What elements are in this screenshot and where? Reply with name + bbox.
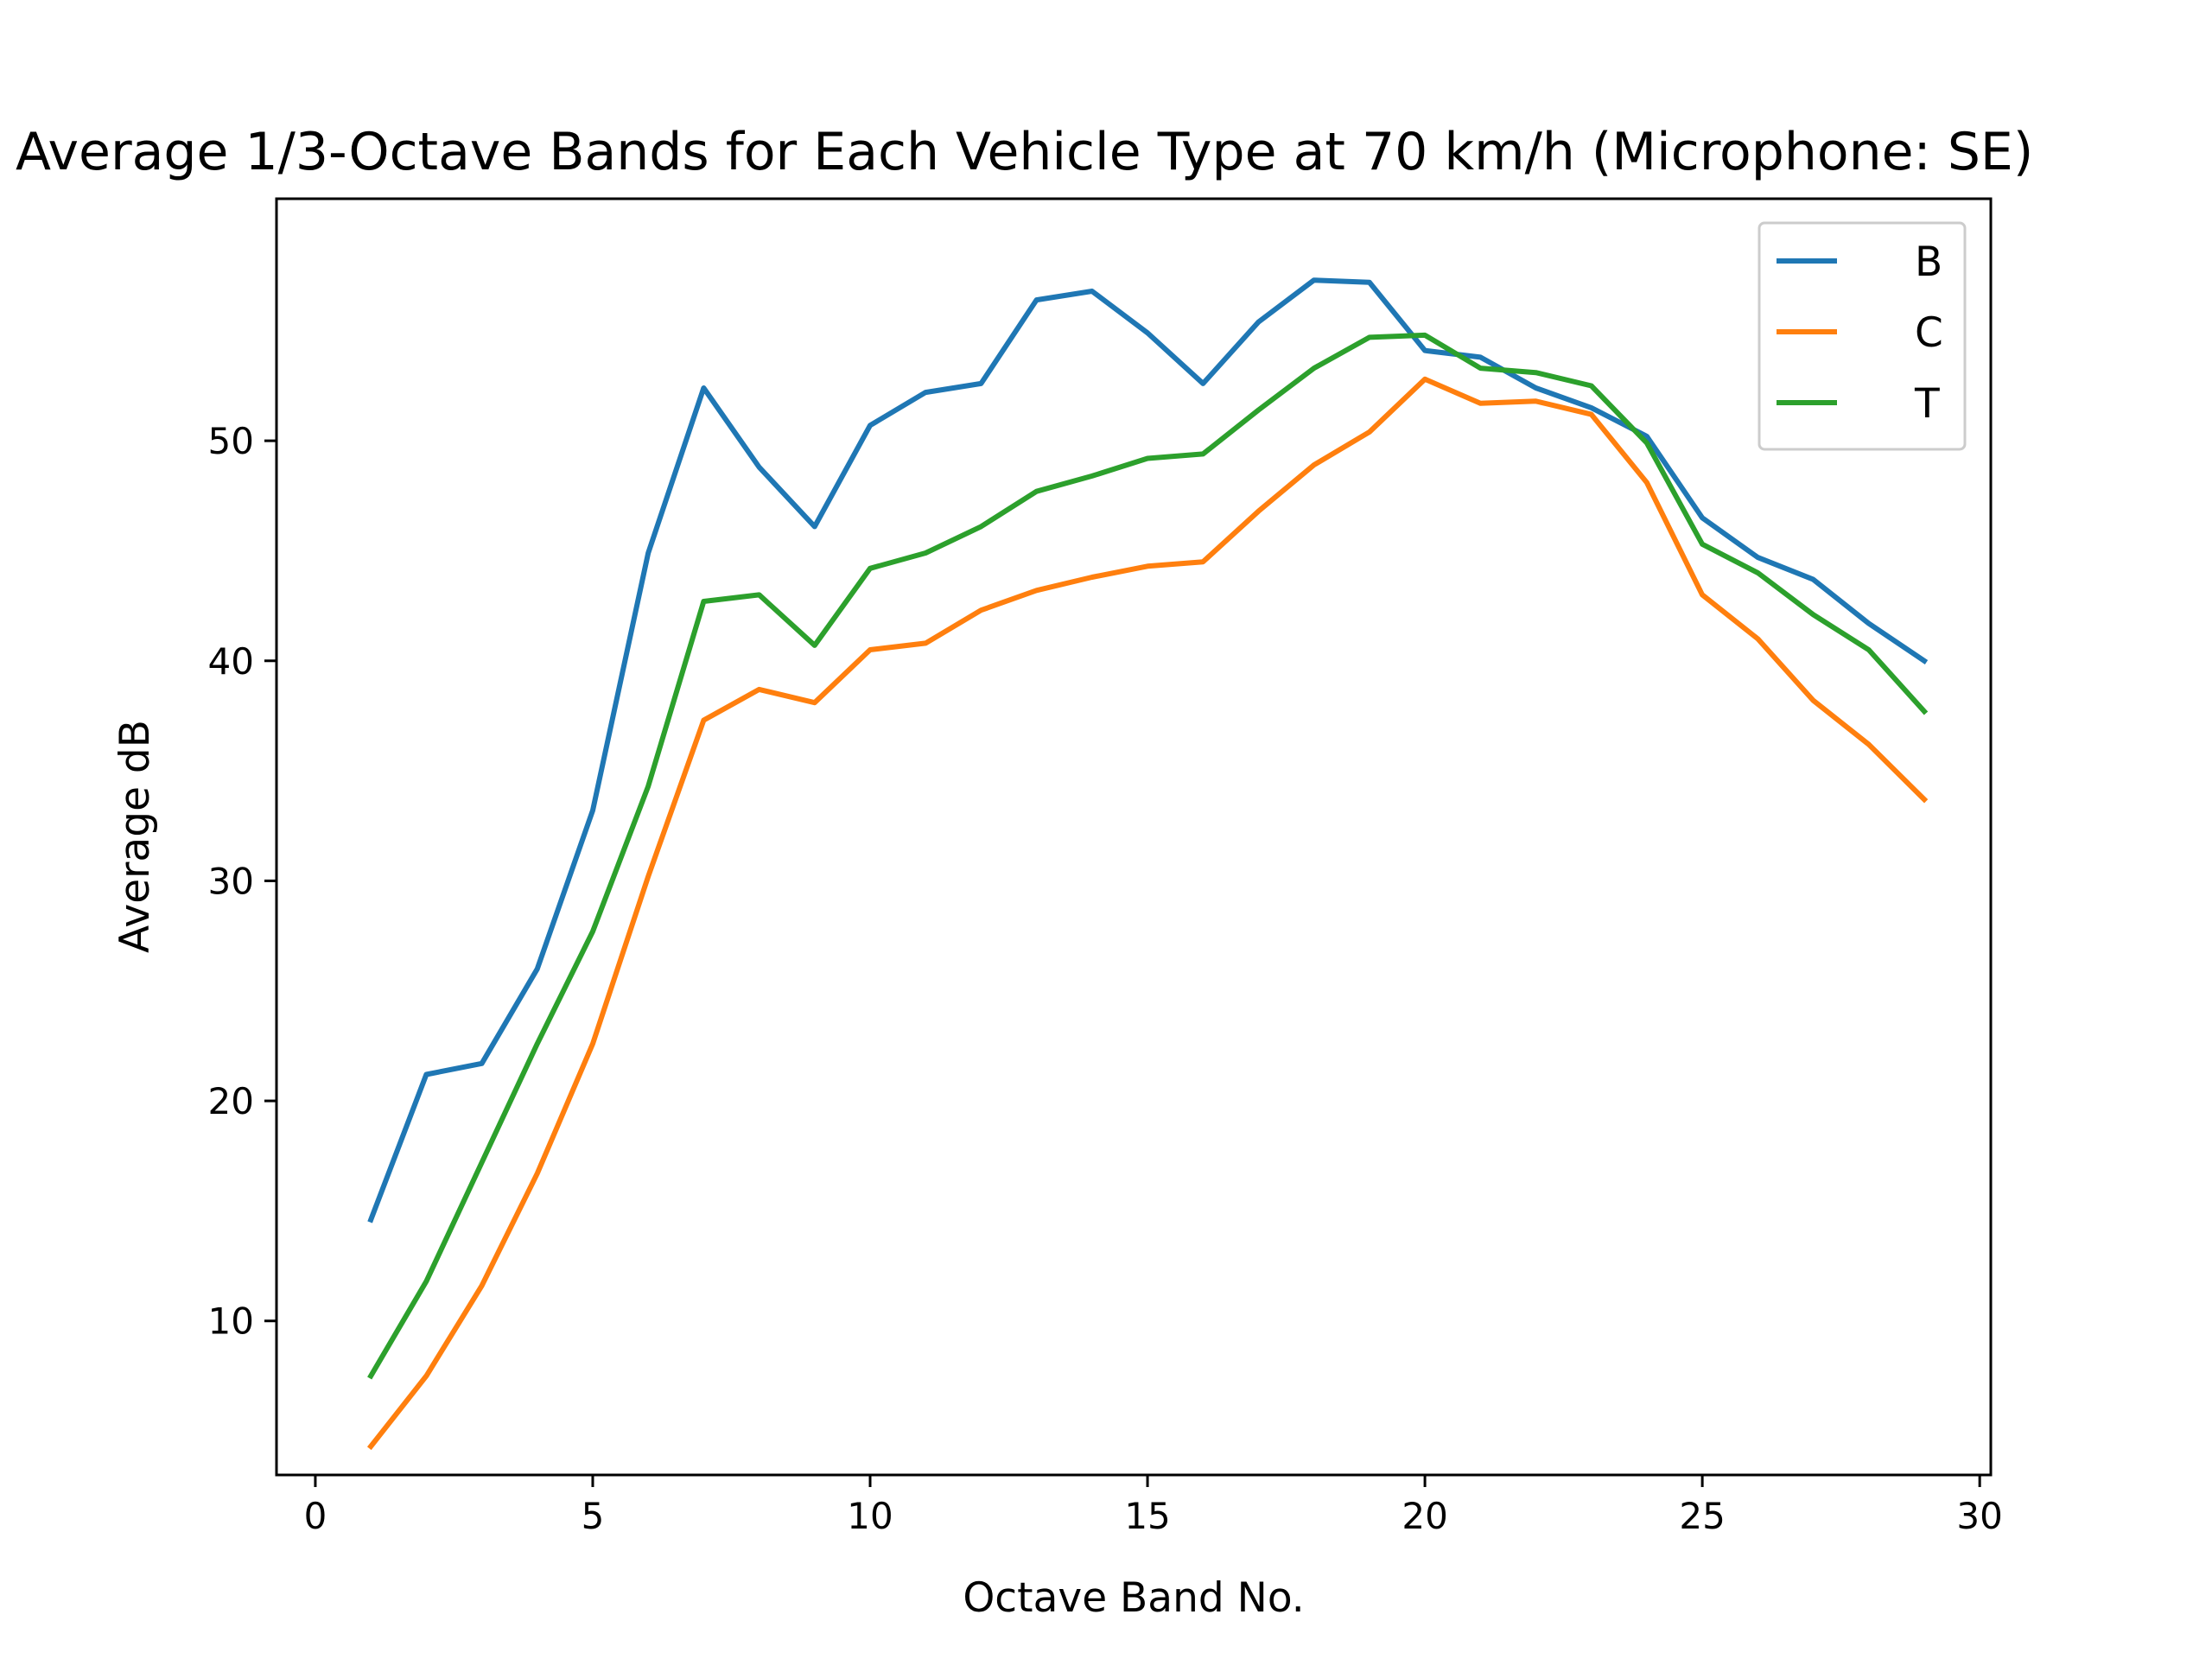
y-tick-label: 10 [208,1300,254,1343]
series-lines [366,277,1929,1451]
series-line-b [367,277,1929,1224]
legend-label-t: T [1914,380,1940,428]
chart-title: Average 1/3-Octave Bands for Each Vehicl… [16,122,2033,182]
x-tick-label: 0 [304,1495,327,1537]
plot-area-frame [275,197,1993,1477]
y-tick-label: 50 [208,420,254,462]
x-tick-label: 30 [1956,1495,2002,1537]
y-axis-label: Average dB [111,720,159,953]
y-tick-label: 40 [208,640,254,683]
series-line-c [366,376,1929,1451]
y-tick-label: 30 [208,860,254,902]
y-tick-label: 20 [208,1080,254,1122]
x-tick-label: 25 [1679,1495,1725,1537]
legend-label-c: C [1915,309,1943,357]
y-axis: 10 20 30 40 50 [208,420,276,1343]
x-tick-label: 20 [1402,1495,1447,1537]
x-tick-label: 10 [847,1495,893,1537]
x-tick-label: 15 [1124,1495,1170,1537]
series-line-t [367,332,1929,1380]
legend: BCT [1758,221,1967,451]
x-tick-label: 5 [582,1495,605,1537]
legend-label-b: B [1915,238,1942,286]
x-axis-label: Octave Band No. [963,1574,1304,1622]
x-axis: 0 5 10 15 20 25 30 [304,1475,2003,1537]
legend-box [1758,221,1967,451]
